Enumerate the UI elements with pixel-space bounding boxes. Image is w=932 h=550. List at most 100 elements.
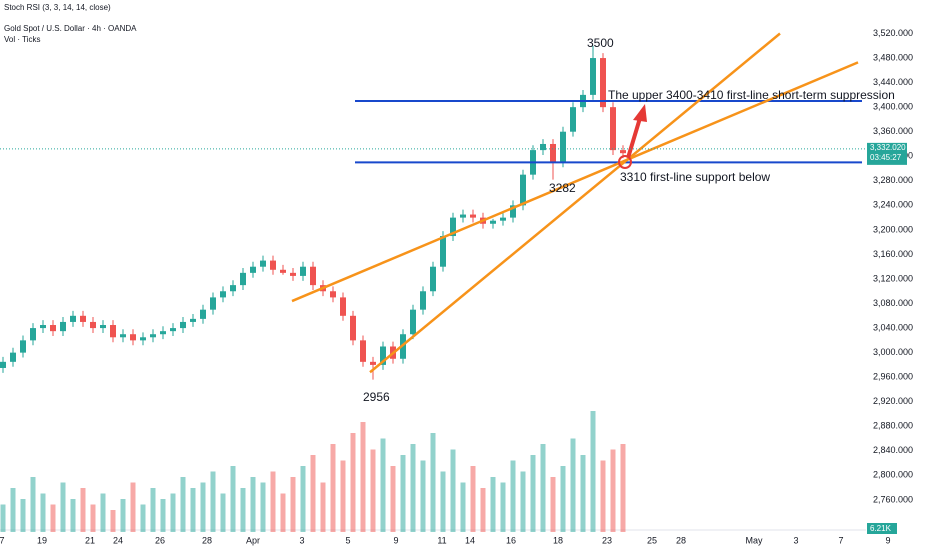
candle-body: [420, 291, 426, 310]
x-tick-label: 24: [113, 535, 123, 545]
drawings: [291, 32, 862, 374]
candle-body: [430, 266, 436, 292]
volume-bar: [30, 477, 36, 532]
candle-body: [560, 131, 566, 163]
volume-bar: [570, 438, 576, 532]
volume-bar: [500, 482, 506, 532]
candle-body: [380, 346, 386, 365]
candle-body: [290, 272, 296, 276]
volume-bar: [320, 482, 326, 532]
volume-bar: [530, 455, 536, 532]
candle-body: [510, 205, 516, 218]
volume-bar: [560, 466, 566, 532]
candle-body: [410, 309, 416, 335]
volume-bar: [580, 455, 586, 532]
volume-bar: [520, 471, 526, 532]
volume-bar: [120, 499, 126, 532]
volume-bar: [340, 460, 346, 532]
y-tick-label: 3,000.000: [873, 347, 913, 357]
candle-body: [130, 334, 136, 341]
volume-bar: [280, 493, 286, 532]
y-tick-label: 3,280.000: [873, 175, 913, 185]
x-tick-label: Apr: [246, 535, 260, 545]
x-tick-label: 26: [155, 535, 165, 545]
volume-pane: [0, 411, 626, 532]
x-tick-label: 28: [202, 535, 212, 545]
volume-bar: [270, 471, 276, 532]
volume-bar: [310, 455, 316, 532]
candle-body: [150, 334, 156, 338]
y-tick-label: 2,960.000: [873, 372, 913, 382]
volume-bar: [370, 449, 376, 532]
candle-body: [540, 143, 546, 151]
volume-bar: [430, 433, 436, 532]
x-tick-label: 16: [506, 535, 516, 545]
volume-bar: [180, 477, 186, 532]
x-tick-label: 7: [838, 535, 843, 545]
volume-bar: [70, 499, 76, 532]
volume-bar: [230, 466, 236, 532]
volume-bar: [190, 488, 196, 532]
volume-bar: [450, 449, 456, 532]
volume-bar: [220, 493, 226, 532]
candle-body: [360, 340, 366, 362]
x-tick-label: 18: [553, 535, 563, 545]
y-tick-label: 2,800.000: [873, 470, 913, 480]
x-tick-label: 21: [85, 535, 95, 545]
volume-bar: [150, 488, 156, 532]
volume-bar: [130, 482, 136, 532]
y-tick-label: 3,120.000: [873, 273, 913, 283]
volume-bar: [480, 488, 486, 532]
y-tick-label: 3,360.000: [873, 126, 913, 136]
annotation: The upper 3400-3410 first-line short-ter…: [608, 88, 895, 102]
volume-bar: [20, 499, 26, 532]
volume-label: 6.21K: [870, 524, 892, 533]
volume-bar: [60, 482, 66, 532]
arrow-head: [633, 104, 647, 122]
candle-body: [330, 291, 336, 298]
candle-body: [440, 236, 446, 267]
candle-body: [190, 318, 196, 322]
candle-body: [610, 107, 616, 151]
y-tick-label: 2,880.000: [873, 421, 913, 431]
x-tick-label: 9: [885, 535, 890, 545]
candle-body: [240, 272, 246, 286]
candle-body: [260, 260, 266, 267]
trend-line: [369, 32, 781, 374]
x-tick-label: 19: [37, 535, 47, 545]
indicator-label: Stoch RSI (3, 3, 14, 14, close): [4, 3, 111, 12]
y-tick-label: 3,440.000: [873, 77, 913, 87]
volume-bar: [510, 460, 516, 532]
candle-body: [590, 58, 596, 95]
volume-bar: [490, 477, 496, 532]
volume-bar: [550, 477, 556, 532]
candle-body: [470, 214, 476, 218]
annotation: 3500: [587, 36, 614, 50]
candle-body: [200, 309, 206, 319]
y-tick-label: 2,840.000: [873, 445, 913, 455]
volume-bar: [470, 466, 476, 532]
volume-bar: [460, 482, 466, 532]
volume-bar: [590, 411, 596, 532]
x-tick-label: 7: [0, 535, 5, 545]
annotation: 2956: [363, 390, 390, 404]
volume-bar: [210, 471, 216, 532]
volume-bar: [90, 504, 96, 532]
volume-bar: [10, 488, 16, 532]
volume-bar: [200, 482, 206, 532]
candle-body: [170, 328, 176, 332]
candle-body: [550, 143, 556, 163]
x-tick-label: 11: [437, 535, 446, 545]
x-tick-label: 28: [676, 535, 686, 545]
candle-body: [210, 297, 216, 310]
volume-bar: [250, 477, 256, 532]
volume-bar: [400, 455, 406, 532]
volume-bar: [260, 482, 266, 532]
last-price-tag: [867, 142, 907, 165]
candle-body: [40, 325, 46, 329]
volume-bar: [110, 510, 116, 532]
x-tick-label: 5: [345, 535, 350, 545]
candle-body: [60, 321, 66, 332]
candle-body: [10, 352, 16, 362]
volume-bar: [390, 466, 396, 532]
